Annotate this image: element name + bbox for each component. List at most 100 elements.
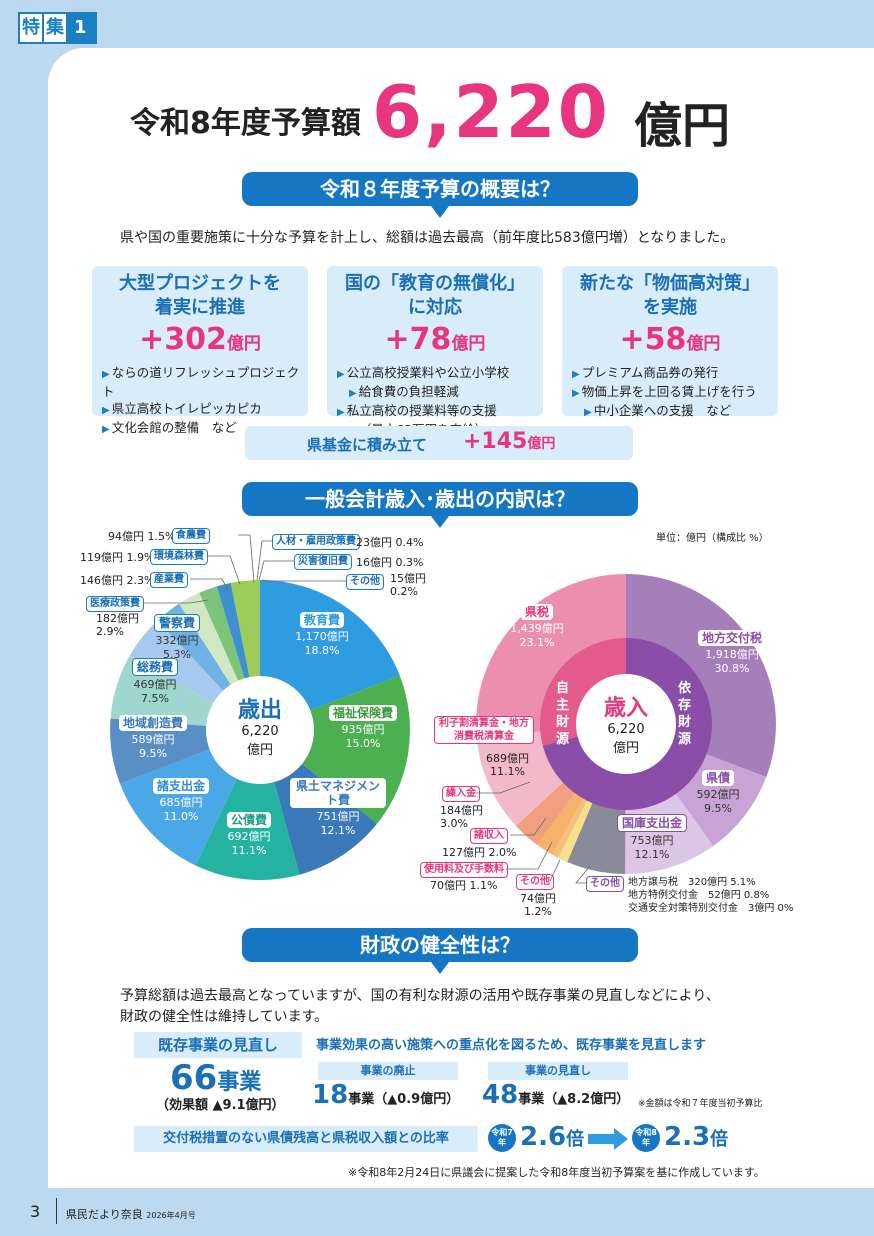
health-text: 予算総額は過去最高となっていますが、国の有利な財源の活用や既存事業の見直しなどに… <box>120 988 720 1025</box>
value-industry: 146億円 2.3% <box>80 574 155 587</box>
list-item: 公立高校授業料や公立小学校 <box>337 364 510 383</box>
card-list: プレミアム商品券の発行 物価上昇を上回る賃上げを行う 中小企業への支援 など <box>572 364 757 421</box>
list-item: 私立高校の授業料等の支援 <box>337 402 509 421</box>
overview-text: 県や国の重要施策に十分な予算を計上し、総額は過去最高（前年度比583億円増）とな… <box>120 230 735 246</box>
budget-amount: 6,220 <box>372 70 610 154</box>
abolish-count: 18事業（▲0.9億円） <box>312 1080 460 1110</box>
list-item: 中小企業への支援 など <box>572 402 757 421</box>
fund-label: 県基金に積み立て <box>307 436 428 454</box>
card-title: 国の「教育の無償化」 に対応 <box>345 273 525 318</box>
center-title: 歳入 <box>603 696 648 721</box>
ratio-value-8: 2.3倍 <box>664 1122 729 1152</box>
center-unit: 億円 <box>612 741 639 756</box>
label-transfer: 繰入金 <box>442 786 480 802</box>
label-land: 県土マネジメント費 751億円 12.1% <box>290 778 386 838</box>
section-title-health: 財政の健全性は？ <box>242 928 638 974</box>
budget-label: 令和8年度予算額 <box>130 106 361 141</box>
label-environment: 環境森林費 <box>150 549 208 565</box>
dependent-source-label: 依存財源 <box>678 681 692 747</box>
label-misc-income: 諸収入 <box>470 828 508 844</box>
publication-name: 県民だより奈良 2026年4月号 <box>66 1208 196 1221</box>
center-title: 歳出 <box>237 698 282 723</box>
value-fee: 70億円 1.1% <box>430 879 498 892</box>
page-number: 3 <box>30 1202 41 1221</box>
card-prices: 新たな「物価高対策」を実施 +58億円 プレミアム商品券の発行 物価上昇を上回る… <box>562 266 778 418</box>
year-badge-7: 令和7年 <box>488 1124 516 1152</box>
card-education: 国の「教育の無償化」に対応 +78億円 公立高校授業料や公立小学校 給食費の負担… <box>327 266 543 437</box>
label-fee: 使用料及び手数料 <box>420 862 508 878</box>
review-label: 既存事業の見直し <box>134 1032 302 1058</box>
value-other-exp: 15億円 0.2% <box>390 572 426 598</box>
label-tax: 県税 1,439億円 23.1% <box>510 604 564 649</box>
label-prefbond: 県債 592億円 9.5% <box>696 770 740 815</box>
review-total: 66事業 <box>170 1058 262 1098</box>
label-national: 国庫支出金 753億円 12.1% <box>612 814 692 862</box>
review-lead: 事業効果の高い施策への重点化を図るため、既存事業を見直します <box>316 1038 707 1053</box>
fund-amount: +145億円 <box>463 429 556 454</box>
section-title-overview: 令和８年度予算の概要は？ <box>242 172 638 218</box>
card-amount: +78億円 <box>384 322 486 357</box>
value-transfer: 184億円 3.0% <box>440 804 483 830</box>
section-title-breakdown: 一般会計歳入･歳出の内訳は？ <box>242 482 638 528</box>
center-amount: 6,220 <box>241 724 279 739</box>
value-agri: 94億円 1.5% <box>108 530 176 543</box>
value-hr: 23億円 0.4% <box>356 536 424 549</box>
label-other-own: その他 <box>516 874 554 890</box>
footer-divider <box>56 1198 57 1224</box>
revise-count: 48事業（▲8.2億円） <box>482 1080 630 1110</box>
list-item: 県立高校トイレピッカピカ <box>102 400 308 419</box>
revenue-center: 歳入 6,220 億円 <box>576 690 676 756</box>
label-misc: 諸支出金 685億円 11.0% <box>146 778 216 824</box>
value-settlement: 689億円 11.1% <box>486 752 529 778</box>
section-title-text: 財政の健全性は？ <box>360 933 520 957</box>
label-general: 総務費 469億円 7.5% <box>131 658 178 705</box>
revise-label: 事業の見直し <box>488 1062 628 1080</box>
amount-note: ※金額は令和７年度当初予算比 <box>638 1099 763 1109</box>
label-disaster: 災害復旧費 <box>294 554 352 570</box>
label-industry: 産業費 <box>150 572 188 588</box>
label-furusato: 地方交付税 1,918億円 30.8% <box>688 630 776 676</box>
card-list: 公立高校授業料や公立小学校 給食費の負担軽減 私立高校の授業料等の支援 （最大6… <box>337 364 510 440</box>
card-title: 新たな「物価高対策」 を実施 <box>580 273 760 318</box>
label-education: 教育費 1,170億円 18.8% <box>295 612 349 657</box>
abolish-label: 事業の廃止 <box>318 1062 458 1080</box>
list-item: 物価上昇を上回る賃上げを行う <box>572 383 757 402</box>
label-medical: 医療政策費 <box>86 596 144 612</box>
card-title: 大型プロジェクトを 着実に推進 <box>119 273 281 318</box>
ratio-value-7: 2.6倍 <box>520 1122 585 1152</box>
label-hr: 人材・雇用政策費 <box>272 534 360 550</box>
year-badge-8: 令和8年 <box>632 1124 660 1152</box>
center-unit: 億円 <box>246 743 273 758</box>
label-other-dep: その他 <box>586 876 624 892</box>
unit-note: 単位：億円（構成比 %） <box>656 533 769 544</box>
value-misc-income: 127億円 2.0% <box>442 846 517 859</box>
label-police: 警察費 332億円 5.3% <box>153 614 200 661</box>
label-welfare: 福祉保険費 935億円 15.0% <box>318 705 408 751</box>
list-item: 給食費の負担軽減 <box>337 383 509 402</box>
value-other-own: 74億円 1.2% <box>520 892 556 918</box>
other-dep-details: 地方譲与税 320億円 5.1% 地方特例交付金 52億円 0.8% 交通安全対… <box>628 877 794 914</box>
list-item: プレミアム商品券の発行 <box>572 364 757 383</box>
label-settlement: 利子割清算金・地方消費税清算金 <box>434 716 534 744</box>
label-regional: 地域創造費 589億円 9.5% <box>110 715 196 761</box>
card-amount: +302億円 <box>139 322 261 357</box>
tag-char-1: 特 <box>20 14 42 42</box>
tag-char-2: 集 <box>42 14 66 42</box>
value-medical: 182億円 2.9% <box>96 612 139 638</box>
section-title-text: 令和８年度予算の概要は？ <box>320 177 560 201</box>
budget-unit: 億円 <box>634 98 731 154</box>
value-environment: 119億円 1.9% <box>80 551 155 564</box>
revenue-pie-chart <box>476 574 776 875</box>
label-agri: 食農費 <box>172 528 210 544</box>
feature-tag: 特 集 1 <box>18 12 97 44</box>
slice-debt <box>195 730 300 880</box>
own-source-label: 自主財源 <box>556 681 570 747</box>
card-amount: +58億円 <box>619 322 721 357</box>
ratio-label: 交付税措置のない県債残高と県税収入額との比率 <box>134 1126 478 1152</box>
footnote: ※令和8年2月24日に県議会に提案した令和8年度当初予算案を基に作成しています。 <box>348 1166 765 1179</box>
value-disaster: 16億円 0.3% <box>356 556 424 569</box>
center-amount: 6,220 <box>607 722 645 737</box>
